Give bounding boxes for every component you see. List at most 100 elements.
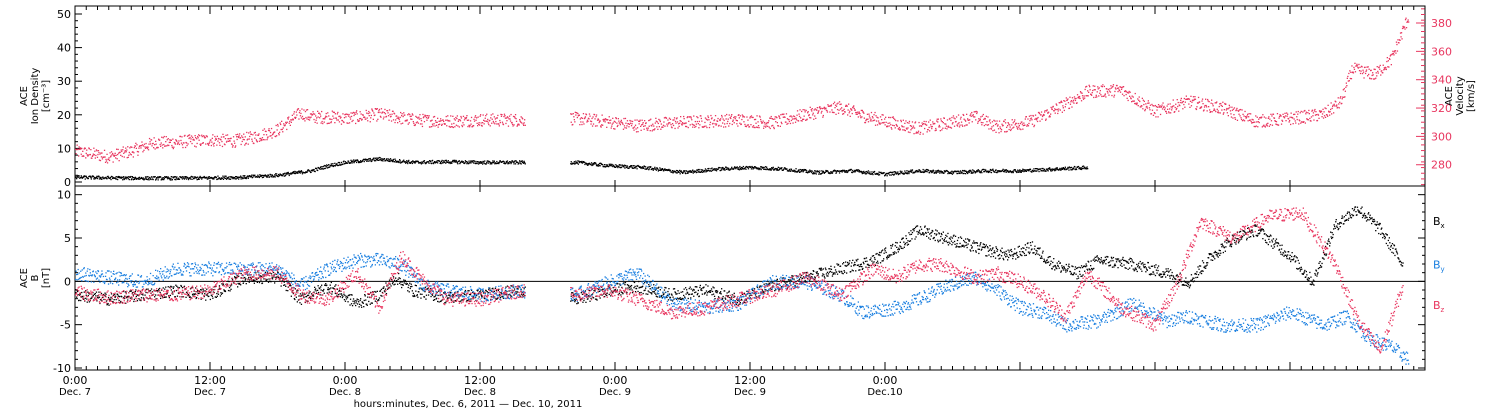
data-point bbox=[1078, 167, 1081, 169]
data-point bbox=[949, 126, 952, 129]
data-point bbox=[994, 120, 996, 122]
data-point bbox=[1159, 113, 1162, 116]
data-point bbox=[754, 166, 757, 168]
data-point bbox=[140, 176, 143, 179]
data-point bbox=[98, 291, 100, 293]
data-point bbox=[252, 176, 254, 178]
data-point bbox=[963, 114, 965, 116]
data-point bbox=[815, 170, 817, 172]
data-point bbox=[336, 163, 338, 165]
data-point bbox=[995, 169, 997, 171]
data-point bbox=[712, 122, 714, 125]
data-point bbox=[1402, 25, 1404, 28]
data-point bbox=[347, 122, 349, 124]
data-point bbox=[952, 171, 954, 173]
data-point bbox=[708, 167, 710, 170]
data-point bbox=[1395, 52, 1397, 54]
data-point bbox=[1185, 98, 1187, 100]
data-point bbox=[502, 123, 505, 126]
data-point bbox=[760, 118, 762, 121]
data-point bbox=[686, 170, 688, 172]
data-point bbox=[85, 175, 87, 178]
data-point bbox=[765, 166, 767, 168]
data-point bbox=[136, 150, 139, 153]
data-point bbox=[623, 164, 626, 166]
data-point bbox=[896, 124, 898, 127]
data-point bbox=[590, 120, 593, 123]
data-point bbox=[427, 161, 430, 163]
data-point bbox=[802, 109, 804, 111]
data-point bbox=[122, 177, 124, 179]
data-point bbox=[932, 169, 934, 171]
data-point bbox=[166, 177, 168, 179]
data-point bbox=[105, 176, 107, 178]
data-point bbox=[462, 122, 464, 124]
data-point bbox=[634, 124, 637, 126]
data-point bbox=[134, 290, 136, 293]
data-point bbox=[801, 110, 803, 113]
data-point bbox=[399, 120, 401, 123]
data-point bbox=[1402, 27, 1405, 29]
data-point bbox=[846, 104, 848, 107]
data-point bbox=[1404, 19, 1407, 21]
density-series bbox=[75, 156, 1089, 181]
data-point bbox=[437, 162, 439, 164]
data-point bbox=[833, 111, 835, 114]
data-point bbox=[78, 155, 80, 157]
data-point bbox=[1270, 113, 1272, 115]
data-point bbox=[1046, 168, 1048, 170]
data-point bbox=[114, 152, 116, 154]
data-point bbox=[615, 166, 617, 168]
data-point bbox=[803, 170, 805, 172]
data-point bbox=[316, 117, 318, 119]
data-point bbox=[1324, 116, 1327, 118]
data-point bbox=[417, 161, 419, 163]
data-point bbox=[301, 115, 304, 118]
data-point bbox=[856, 170, 858, 172]
data-point bbox=[123, 156, 125, 158]
data-point bbox=[678, 125, 680, 127]
data-point bbox=[975, 119, 977, 121]
data-point bbox=[466, 115, 468, 117]
data-point bbox=[977, 120, 979, 123]
data-point bbox=[176, 176, 178, 178]
data-point bbox=[388, 119, 390, 121]
data-point bbox=[919, 131, 922, 134]
data-point bbox=[1302, 121, 1304, 123]
data-point bbox=[911, 121, 914, 123]
data-point bbox=[208, 295, 210, 297]
data-point bbox=[375, 108, 377, 110]
data-point bbox=[903, 126, 905, 128]
data-point bbox=[298, 118, 300, 120]
data-point bbox=[320, 115, 322, 117]
data-point bbox=[173, 146, 175, 148]
data-point bbox=[346, 162, 349, 164]
data-point bbox=[595, 165, 598, 167]
data-point bbox=[725, 166, 727, 168]
data-point bbox=[325, 166, 327, 168]
data-point bbox=[1030, 117, 1033, 119]
data-point bbox=[860, 109, 862, 112]
data-point bbox=[608, 116, 610, 118]
data-point bbox=[424, 162, 426, 164]
data-point bbox=[470, 123, 472, 125]
data-point bbox=[422, 162, 424, 164]
data-point bbox=[356, 161, 358, 164]
data-point bbox=[1349, 70, 1351, 72]
data-point bbox=[932, 171, 934, 173]
data-point bbox=[171, 178, 173, 181]
data-point bbox=[319, 168, 321, 170]
data-point bbox=[1005, 169, 1007, 171]
data-point bbox=[216, 292, 218, 295]
data-point bbox=[173, 176, 175, 178]
data-point bbox=[641, 167, 643, 170]
data-point bbox=[129, 153, 131, 155]
data-point bbox=[1393, 51, 1396, 53]
data-point bbox=[113, 154, 115, 156]
data-point bbox=[235, 134, 237, 136]
data-point bbox=[260, 175, 263, 177]
data-point bbox=[223, 289, 225, 291]
data-point bbox=[1400, 32, 1403, 34]
data-point bbox=[580, 161, 582, 163]
